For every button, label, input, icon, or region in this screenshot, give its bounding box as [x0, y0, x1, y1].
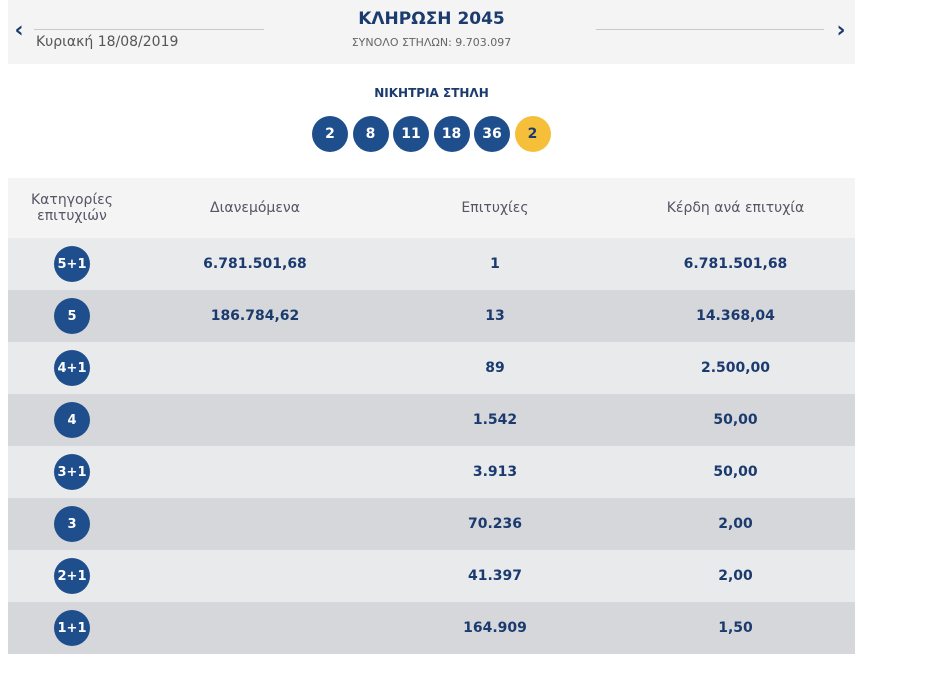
winners-cell: 70.236: [467, 516, 523, 532]
prize-cell: 50,00: [713, 412, 758, 428]
number-ball: 11: [393, 116, 429, 152]
winners-cell: 1: [490, 256, 500, 272]
table-row: 3 70.236 2,00: [8, 498, 855, 550]
category-badge: 5: [54, 298, 90, 334]
category-badge: 4+1: [54, 350, 90, 386]
header-winners: Επιτυχίες: [461, 200, 529, 216]
distributed-cell: 6.781.501,68: [203, 256, 307, 272]
table-row: 5 186.784,62 13 14.368,04: [8, 290, 855, 342]
table-row: 5+1 6.781.501,68 1 6.781.501,68: [8, 238, 855, 290]
draw-header: ‹ Κυριακή 18/08/2019 ΚΛΗΡΩΣΗ 2045 ΣΥΝΟΛΟ…: [8, 0, 855, 64]
total-columns: ΣΥΝΟΛΟ ΣΤΗΛΩΝ: 9.703.097: [351, 36, 512, 49]
results-table: Κατηγορίες επιτυχιών Διανεμόμενα Επιτυχί…: [8, 178, 855, 654]
prize-cell: 50,00: [713, 464, 758, 480]
table-row: 2+1 41.397 2,00: [8, 550, 855, 602]
category-badge: 2+1: [54, 558, 90, 594]
winners-cell: 41.397: [467, 568, 523, 584]
number-ball: 8: [352, 116, 389, 152]
distributed-cell: 186.784,62: [210, 308, 300, 324]
header-distributed: Διανεμόμενα: [210, 200, 300, 216]
winning-numbers: 2 8 11 18 36 2: [312, 116, 555, 152]
prize-cell: 6.781.501,68: [683, 256, 788, 272]
table-row: 4 1.542 50,00: [8, 394, 855, 446]
winners-cell: 89: [485, 360, 505, 376]
category-badge: 3: [54, 506, 90, 542]
prize-cell: 2.500,00: [700, 360, 771, 376]
category-badge: 1+1: [54, 610, 90, 646]
prize-cell: 2,00: [718, 568, 753, 584]
category-badge: 5+1: [54, 246, 90, 282]
number-ball: 18: [433, 116, 470, 152]
prize-cell: 1,50: [718, 620, 753, 636]
winners-cell: 13: [485, 308, 505, 324]
draw-date: Κυριακή 18/08/2019: [36, 34, 179, 50]
divider-left: [34, 29, 264, 30]
prize-cell: 14.368,04: [696, 308, 775, 324]
winners-cell: 3.913: [472, 464, 518, 480]
table-row: 4+1 89 2.500,00: [8, 342, 855, 394]
divider-right: [596, 29, 824, 30]
header-prize: Κέρδη ανά επιτυχία: [666, 200, 805, 216]
winners-cell: 164.909: [463, 620, 527, 636]
draw-title: ΚΛΗΡΩΣΗ 2045: [358, 9, 505, 29]
number-ball: 2: [312, 116, 348, 152]
chevron-left-icon[interactable]: ‹: [14, 18, 24, 43]
prize-cell: 2,00: [718, 516, 753, 532]
draw-results-panel: ‹ Κυριακή 18/08/2019 ΚΛΗΡΩΣΗ 2045 ΣΥΝΟΛΟ…: [8, 0, 855, 654]
winners-cell: 1.542: [472, 412, 518, 428]
category-badge: 3+1: [54, 454, 90, 490]
table-row: 1+1 164.909 1,50: [8, 602, 855, 654]
winning-column-label: ΝΙΚΗΤΡΙΑ ΣΤΗΛΗ: [374, 86, 489, 100]
table-header: Κατηγορίες επιτυχιών Διανεμόμενα Επιτυχί…: [8, 178, 855, 238]
number-ball: 36: [474, 116, 510, 152]
chevron-right-icon[interactable]: ›: [836, 18, 846, 43]
category-badge: 4: [54, 402, 90, 438]
bonus-ball: 2: [514, 116, 551, 152]
table-row: 3+1 3.913 50,00: [8, 446, 855, 498]
header-category: Κατηγορίες επιτυχιών: [31, 192, 113, 224]
